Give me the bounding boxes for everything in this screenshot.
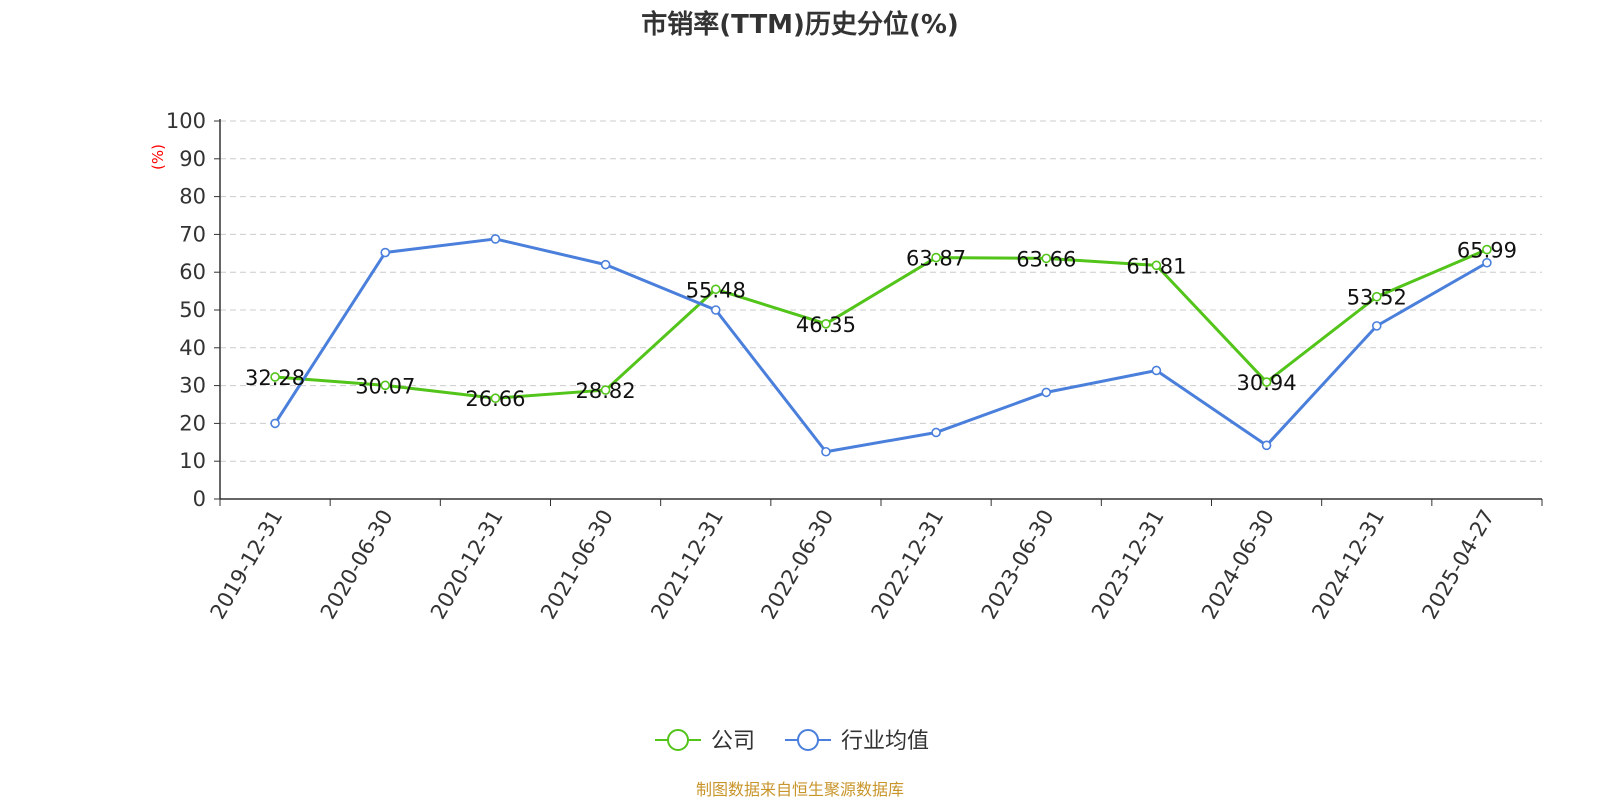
data-point xyxy=(1482,244,1492,255)
x-tick-label: 2019-12-31 xyxy=(206,506,288,624)
data-label: 61.81 xyxy=(1126,254,1186,278)
legend-marker xyxy=(797,729,819,751)
data-point xyxy=(600,259,611,270)
data-point xyxy=(1261,377,1272,387)
data-point xyxy=(1151,260,1162,271)
y-tick-label: 20 xyxy=(179,411,206,435)
data-label: 55.48 xyxy=(686,278,746,302)
data-point xyxy=(490,393,501,404)
y-tick-label: 40 xyxy=(179,336,206,360)
data-labels: 32.28 30.07 26.66 28.82 55.48 46.35 63.87 63.66… xyxy=(245,239,1517,412)
y-tick-label: 30 xyxy=(179,374,206,398)
data-label: 32.28 xyxy=(245,366,305,390)
data-point xyxy=(821,446,831,457)
y-tick-label: 90 xyxy=(179,147,206,171)
data-label: 63.87 xyxy=(906,247,966,271)
legend-item-1: 公司 xyxy=(655,729,755,754)
x-tick-label: 2025-04-27 xyxy=(1417,506,1499,624)
y-tick-label: 50 xyxy=(179,298,206,322)
x-tick-label: 2024-12-31 xyxy=(1307,506,1389,624)
data-point xyxy=(710,305,721,315)
data-point xyxy=(710,284,721,295)
data-point xyxy=(1041,253,1052,264)
axes: 0 10 20 30 40 50 60 70 80 90 100 (%) 2019-12-31 2020-… xyxy=(149,109,1543,624)
chart-title: 市销率(TTM)历史分位(%) xyxy=(641,10,959,40)
y-tick-label: 80 xyxy=(179,185,206,209)
data-point xyxy=(1371,321,1382,331)
legend-marker xyxy=(667,729,689,751)
legend-label: 行业均值 xyxy=(841,729,929,754)
data-point xyxy=(490,234,501,244)
series xyxy=(270,234,1492,457)
data-point xyxy=(1261,440,1272,451)
data-label: 63.66 xyxy=(1016,247,1076,271)
data-point xyxy=(1041,387,1052,398)
data-point xyxy=(1151,365,1162,376)
data-label: 65.99 xyxy=(1457,239,1517,263)
data-point xyxy=(270,418,280,429)
gridlines xyxy=(220,120,1542,462)
legend-label: 公司 xyxy=(711,729,755,754)
data-label: 30.07 xyxy=(355,374,415,398)
data-label: 53.52 xyxy=(1347,286,1407,310)
x-tick-label: 2020-12-31 xyxy=(426,506,508,624)
x-tick-label: 2021-06-30 xyxy=(536,506,618,624)
x-tick-label: 2023-06-30 xyxy=(977,506,1059,624)
source-note: 制图数据来自恒生聚源数据库 xyxy=(695,780,904,799)
y-tick-label: 100 xyxy=(166,109,206,133)
y-tick-label: 60 xyxy=(179,260,206,284)
y-axis-title: (%) xyxy=(149,144,167,170)
data-point xyxy=(380,247,391,258)
legend-item-2: 行业均值 xyxy=(785,729,929,754)
data-label: 46.35 xyxy=(796,313,856,337)
data-point xyxy=(600,385,611,395)
series-line-1 xyxy=(274,248,1488,400)
x-tick-label: 2020-06-30 xyxy=(316,506,398,624)
legend: 公司 行业均值 xyxy=(655,729,929,754)
y-tick-label: 0 xyxy=(193,487,206,511)
x-tick-label: 2024-06-30 xyxy=(1197,506,1279,624)
data-label: 30.94 xyxy=(1237,371,1297,395)
data-label: 28.82 xyxy=(576,379,636,403)
series-line-2 xyxy=(273,237,1488,454)
x-tick-label: 2022-06-30 xyxy=(756,506,838,624)
y-tick-label: 10 xyxy=(179,449,206,473)
data-point xyxy=(1482,257,1492,268)
data-point xyxy=(931,252,941,263)
y-tick-label: 70 xyxy=(179,222,206,246)
data-point xyxy=(931,427,941,438)
data-point xyxy=(270,372,280,382)
data-point xyxy=(380,380,391,391)
x-tick-label: 2023-12-31 xyxy=(1087,506,1169,624)
data-point xyxy=(821,318,831,329)
data-point xyxy=(1371,291,1382,302)
x-tick-label: 2022-12-31 xyxy=(867,506,949,624)
data-label: 26.66 xyxy=(465,387,525,411)
x-tick-label: 2021-12-31 xyxy=(646,506,728,624)
